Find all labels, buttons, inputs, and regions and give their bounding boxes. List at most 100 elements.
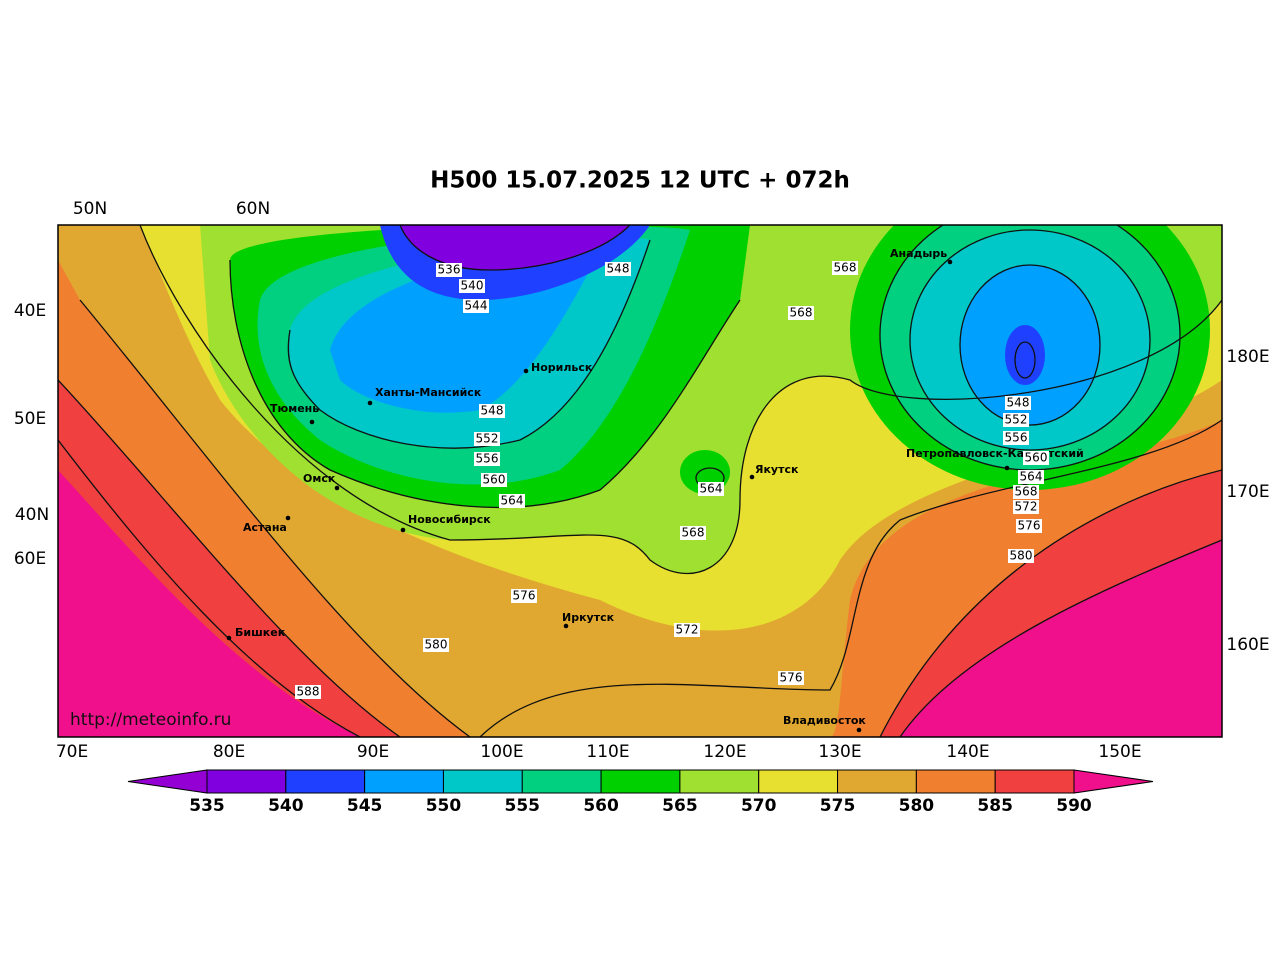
contour-label-bg bbox=[778, 671, 804, 685]
colorbar-tick-label: 565 bbox=[662, 796, 698, 816]
city-name: Якутск bbox=[755, 463, 799, 476]
colorbar-arrow-low bbox=[127, 769, 208, 794]
contour-label-bg bbox=[463, 299, 489, 313]
colorbar-band bbox=[758, 769, 839, 794]
height-field bbox=[58, 225, 1222, 737]
colorbar-tick-label: 575 bbox=[820, 796, 856, 816]
city-name: Петропавловск-Камчатский bbox=[906, 447, 1084, 460]
coord-label: 40N bbox=[15, 505, 49, 525]
city-dot bbox=[400, 527, 406, 533]
contour-label: 556 bbox=[476, 452, 499, 466]
colorbar-band bbox=[521, 769, 602, 794]
colorbar-band bbox=[364, 769, 444, 794]
contour-label-bg bbox=[1013, 485, 1039, 499]
city-dot bbox=[523, 368, 529, 374]
contour-label-bg bbox=[605, 262, 631, 276]
contour-label-bg bbox=[674, 623, 700, 637]
contour-label: 568 bbox=[834, 261, 857, 275]
contour-label: 544 bbox=[465, 299, 488, 313]
contour-label: 540 bbox=[461, 279, 484, 293]
colorbar-band bbox=[679, 769, 760, 794]
contour-label: 576 bbox=[780, 671, 803, 685]
city-dot bbox=[947, 259, 953, 265]
contour-label-bg bbox=[1003, 413, 1029, 427]
city-dot bbox=[749, 474, 755, 480]
colorbar-band bbox=[285, 769, 366, 794]
coord-label: 50N bbox=[73, 199, 107, 219]
city-dot bbox=[226, 635, 232, 641]
contour-label-bg bbox=[459, 279, 485, 293]
contour-label: 576 bbox=[513, 589, 536, 603]
contour-label: 548 bbox=[481, 404, 504, 418]
contour-label: 560 bbox=[483, 473, 506, 487]
contour-label-bg bbox=[832, 261, 858, 275]
city-dot bbox=[1004, 465, 1010, 471]
contour-label-bg bbox=[474, 452, 500, 466]
contour-label-bg bbox=[1005, 396, 1031, 410]
contour-label-bg bbox=[511, 589, 537, 603]
contour-label: 580 bbox=[1010, 549, 1033, 563]
colorbar-arrow-high bbox=[1073, 769, 1154, 794]
colorbar-band bbox=[915, 769, 996, 794]
contour-label-bg bbox=[1018, 470, 1044, 484]
city-name: Иркутск bbox=[562, 611, 615, 624]
colorbar-tick-label: 540 bbox=[268, 796, 304, 816]
coord-label: 140E bbox=[946, 742, 989, 762]
city-name: Омск bbox=[303, 472, 336, 485]
contour-label-bg bbox=[436, 263, 462, 277]
coord-label: 50E bbox=[14, 409, 46, 429]
contour-label-bg bbox=[499, 494, 525, 508]
contour-label-bg bbox=[788, 306, 814, 320]
coord-label: 180E bbox=[1226, 347, 1269, 367]
city-name: Владивосток bbox=[783, 714, 866, 727]
contour-label: 564 bbox=[501, 494, 524, 508]
coord-label: 60N bbox=[236, 199, 270, 219]
coord-label: 100E bbox=[480, 742, 523, 762]
city-dot bbox=[563, 623, 569, 629]
colorbar-tick-label: 570 bbox=[741, 796, 777, 816]
city-name: Тюмень bbox=[270, 402, 319, 415]
city-name: Бишкек bbox=[235, 626, 286, 639]
colorbar-tick-label: 535 bbox=[189, 796, 225, 816]
contour-label-bg bbox=[1023, 451, 1049, 465]
contour-label: 552 bbox=[1005, 413, 1028, 427]
contour-label: 564 bbox=[1020, 470, 1043, 484]
city-name: Новосибирск bbox=[408, 513, 491, 526]
colorbar-tick-label: 590 bbox=[1056, 796, 1092, 816]
credit: http://meteoinfo.ru bbox=[70, 710, 231, 730]
contour-label: 536 bbox=[438, 263, 461, 277]
coord-label: 90E bbox=[357, 742, 389, 762]
contour-label: 560 bbox=[1025, 451, 1048, 465]
coord-label: 160E bbox=[1226, 635, 1269, 655]
contour-label: 576 bbox=[1018, 519, 1041, 533]
title: H500 15.07.2025 12 UTC + 072h bbox=[430, 168, 850, 194]
contour-label-bg bbox=[1013, 500, 1039, 514]
colorbar-band bbox=[206, 769, 287, 794]
contour-label: 548 bbox=[607, 262, 630, 276]
contour-label: 556 bbox=[1005, 431, 1028, 445]
colorbar-tick-label: 555 bbox=[505, 796, 541, 816]
city-dot bbox=[856, 727, 862, 733]
colorbar-band bbox=[994, 769, 1075, 794]
colorbar-tick-label: 580 bbox=[899, 796, 935, 816]
contour-label-bg bbox=[479, 404, 505, 418]
city-name: Норильск bbox=[531, 361, 593, 374]
contour-label: 568 bbox=[1015, 485, 1038, 499]
contour-label: 548 bbox=[1007, 396, 1030, 410]
coord-label: 150E bbox=[1098, 742, 1141, 762]
map-frame bbox=[57, 224, 1223, 738]
colorbar-tick-label: 545 bbox=[347, 796, 383, 816]
city-dot bbox=[367, 400, 373, 406]
city-dot bbox=[309, 419, 315, 425]
coord-label: 80E bbox=[213, 742, 245, 762]
contour-label: 572 bbox=[676, 623, 699, 637]
contour-label: 568 bbox=[682, 526, 705, 540]
contour-label-bg bbox=[423, 638, 449, 652]
city-dot bbox=[334, 485, 340, 491]
coord-label: 110E bbox=[586, 742, 629, 762]
contour-label: 580 bbox=[425, 638, 448, 652]
city-name: Астана bbox=[243, 521, 287, 534]
colorbar-band bbox=[837, 769, 917, 794]
colorbar-band bbox=[442, 769, 523, 794]
contour-label: 564 bbox=[700, 482, 723, 496]
